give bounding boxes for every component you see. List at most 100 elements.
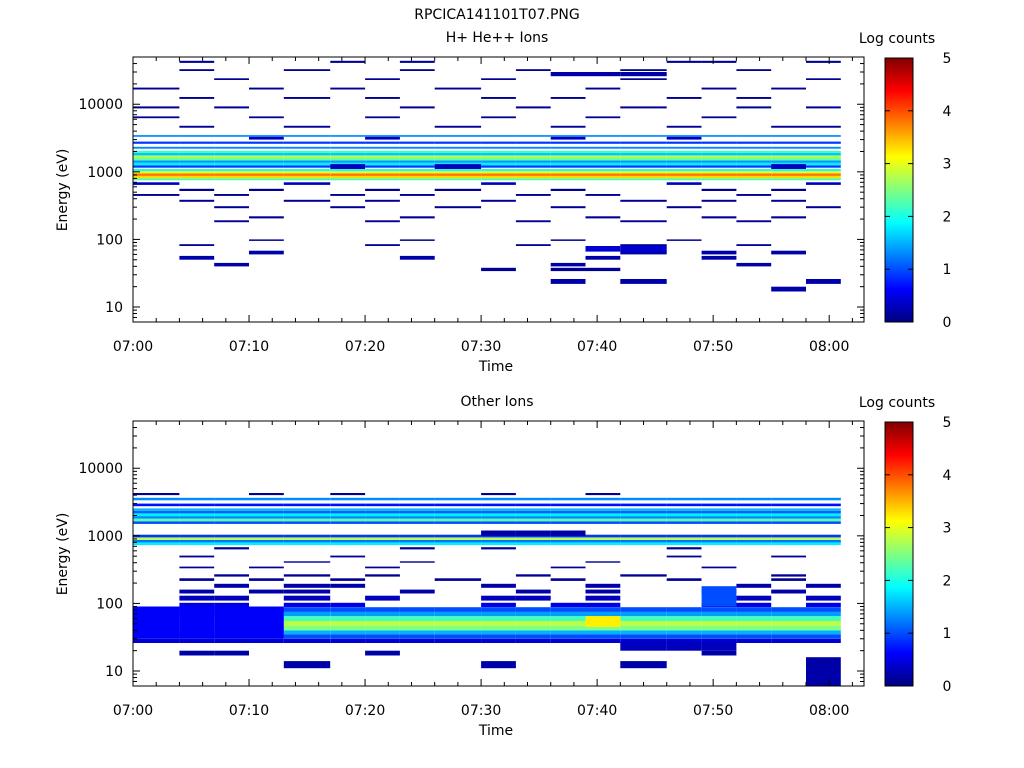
spectrogram-cell xyxy=(283,97,331,99)
spectrogram-cell xyxy=(434,518,482,522)
x-tick-label: 08:00 xyxy=(809,339,849,355)
spectrogram-cell xyxy=(330,630,366,635)
spectrogram-cell xyxy=(365,150,400,153)
spectrogram-cell xyxy=(515,574,551,577)
spectrogram-cell xyxy=(434,206,482,209)
spectrogram-cell xyxy=(481,537,516,540)
spectrogram-cell xyxy=(179,513,215,517)
spectrogram-cell xyxy=(330,162,366,166)
spectrogram-cell xyxy=(806,175,841,179)
spectrogram-cell xyxy=(666,607,702,612)
spectrogram-cell xyxy=(133,165,180,168)
spectrogram-cell xyxy=(283,141,331,144)
spectrogram-cell xyxy=(620,630,667,635)
spectrogram-cell xyxy=(330,634,366,639)
spectrogram-cell xyxy=(399,106,435,109)
spectrogram-cell xyxy=(214,106,249,109)
spectrogram-cell xyxy=(365,574,400,577)
spectrogram-cell xyxy=(585,72,621,77)
colorbar-label: Log counts xyxy=(859,395,935,411)
spectrogram-cell xyxy=(585,216,621,219)
spectrogram-cell xyxy=(481,158,516,161)
spectrogram-cell xyxy=(701,607,737,612)
spectrogram-cell xyxy=(585,146,621,149)
spectrogram-cell xyxy=(701,586,737,607)
spectrogram-cell xyxy=(666,555,702,558)
spectrogram-cell xyxy=(666,158,702,161)
spectrogram-cell xyxy=(701,250,737,255)
spectrogram-cell xyxy=(620,250,667,255)
spectrogram-cell xyxy=(806,165,841,168)
spectrogram-cell xyxy=(771,621,806,626)
spectrogram-cell xyxy=(481,508,516,511)
spectrogram-cell xyxy=(550,136,586,140)
spectrogram-cell xyxy=(736,630,772,635)
x-tick-label: 07:50 xyxy=(693,339,733,355)
spectrogram-cell xyxy=(585,150,621,153)
spectrogram-cell xyxy=(330,510,366,514)
spectrogram-cell xyxy=(399,153,435,156)
spectrogram-cell xyxy=(283,630,331,635)
spectrogram-cell xyxy=(620,513,667,517)
spectrogram-cell xyxy=(283,602,331,608)
spectrogram-cell xyxy=(133,160,180,163)
spectrogram-cell xyxy=(771,162,806,166)
spectrogram-cell xyxy=(481,595,516,601)
spectrogram-cell xyxy=(399,165,435,168)
spectrogram-cell xyxy=(249,171,284,174)
spectrogram-cell xyxy=(399,171,435,174)
spectrogram-cell xyxy=(515,106,551,109)
spectrogram-cell xyxy=(620,625,667,631)
spectrogram-cell xyxy=(736,175,772,179)
spectrogram-cell xyxy=(179,175,215,179)
spectrogram-cell xyxy=(771,510,806,514)
spectrogram-cell xyxy=(736,497,772,501)
spectrogram-cell xyxy=(771,542,806,546)
colorbar-tick-label: 1 xyxy=(943,626,952,642)
spectrogram-cell xyxy=(330,493,366,496)
spectrogram-cell xyxy=(283,178,331,181)
spectrogram-cell xyxy=(481,162,516,166)
spectrogram-cell xyxy=(585,171,621,174)
spectrogram-cell xyxy=(214,539,249,543)
spectrogram-cell xyxy=(515,534,551,538)
spectrogram-cell xyxy=(666,518,702,522)
spectrogram-cell xyxy=(179,162,215,166)
colorbar-tick-label: 2 xyxy=(943,573,952,589)
spectrogram-cell xyxy=(249,162,284,166)
spectrogram-cell xyxy=(481,97,516,99)
spectrogram-cell xyxy=(585,194,621,196)
spectrogram-cell xyxy=(283,611,331,617)
spectrogram-cell xyxy=(214,162,249,166)
spectrogram-cell xyxy=(771,173,806,176)
spectrogram-cell xyxy=(620,171,667,174)
spectrogram-cell xyxy=(214,547,249,550)
spectrogram-cell xyxy=(806,169,841,172)
spectrogram-cell xyxy=(214,510,249,514)
spectrogram-cell xyxy=(249,146,284,149)
spectrogram-cell xyxy=(550,146,586,149)
spectrogram-cell xyxy=(179,503,215,507)
colorbar-tick-label: 5 xyxy=(943,51,952,67)
spectrogram-cell xyxy=(666,508,702,511)
spectrogram-cell xyxy=(214,135,249,137)
spectrogram-cell xyxy=(701,650,737,656)
spectrogram-cell xyxy=(481,513,516,517)
spectrogram-cell xyxy=(515,178,551,181)
spectrogram-cell xyxy=(585,616,621,627)
spectrogram-cell xyxy=(550,165,586,168)
spectrogram-cell xyxy=(515,160,551,163)
x-tick-label: 07:40 xyxy=(577,339,617,355)
spectrogram-cell xyxy=(330,87,366,90)
spectrogram-cell xyxy=(666,178,702,181)
spectrogram-cell xyxy=(179,146,215,149)
spectrogram-cell xyxy=(806,616,841,621)
spectrogram-cell xyxy=(736,135,772,137)
spectrogram-cell xyxy=(550,630,586,635)
spectrogram-cell xyxy=(771,503,806,507)
spectrogram-cell xyxy=(133,146,180,149)
spectrogram-cell xyxy=(736,510,772,514)
spectrogram-cell xyxy=(399,607,435,612)
spectrogram-cell xyxy=(771,539,806,543)
spectrogram-cell xyxy=(481,160,516,163)
